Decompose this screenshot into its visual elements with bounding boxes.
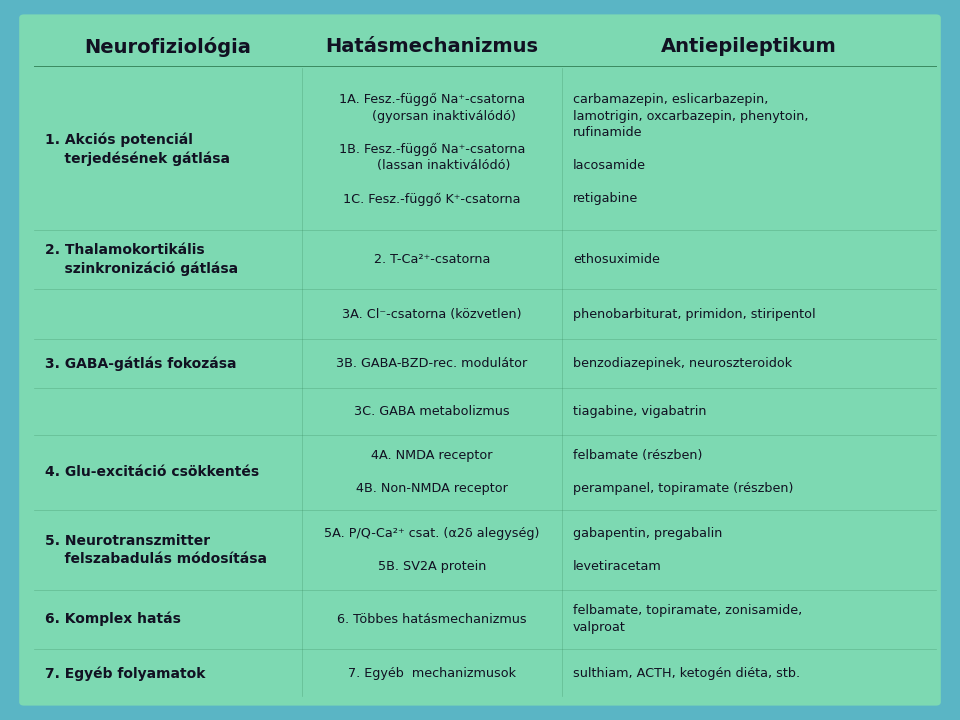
Text: 3B. GABA-BZD-rec. modulátor: 3B. GABA-BZD-rec. modulátor (336, 357, 528, 370)
Text: felbamate (részben)

perampanel, topiramate (részben): felbamate (részben) perampanel, topirama… (573, 449, 794, 495)
Text: 4A. NMDA receptor

4B. Non-NMDA receptor: 4A. NMDA receptor 4B. Non-NMDA receptor (356, 449, 508, 495)
FancyBboxPatch shape (19, 14, 941, 706)
Text: felbamate, topiramate, zonisamide,
valproat: felbamate, topiramate, zonisamide, valpr… (573, 605, 803, 634)
Text: sulthiam, ACTH, ketogén diéta, stb.: sulthiam, ACTH, ketogén diéta, stb. (573, 667, 801, 680)
Text: benzodiazepinek, neuroszteroidok: benzodiazepinek, neuroszteroidok (573, 357, 792, 370)
Text: 1. Akciós potenciál
    terjedésének gátlása: 1. Akciós potenciál terjedésének gátlása (45, 132, 230, 166)
Text: ethosuximide: ethosuximide (573, 253, 660, 266)
Text: phenobarbiturat, primidon, stiripentol: phenobarbiturat, primidon, stiripentol (573, 307, 816, 320)
Text: 3. GABA-gátlás fokozása: 3. GABA-gátlás fokozása (45, 356, 236, 371)
Text: 2. Thalamokortikális
    szinkronizáció gátlása: 2. Thalamokortikális szinkronizáció gátl… (45, 243, 238, 276)
Text: carbamazepin, eslicarbazepin,
lamotrigin, oxcarbazepin, phenytoin,
rufinamide

l: carbamazepin, eslicarbazepin, lamotrigin… (573, 93, 808, 205)
Text: 4. Glu-excitáció csökkentés: 4. Glu-excitáció csökkentés (45, 465, 259, 480)
Text: tiagabine, vigabatrin: tiagabine, vigabatrin (573, 405, 707, 418)
Text: Antiepileptikum: Antiepileptikum (660, 37, 837, 56)
Text: 2. T-Ca²⁺-csatorna: 2. T-Ca²⁺-csatorna (373, 253, 491, 266)
Text: 3A. Cl⁻-csatorna (közvetlen): 3A. Cl⁻-csatorna (közvetlen) (343, 307, 521, 320)
Text: 7. Egyéb  mechanizmusok: 7. Egyéb mechanizmusok (348, 667, 516, 680)
Text: 5A. P/Q-Ca²⁺ csat. (α2δ alegység)

5B. SV2A protein: 5A. P/Q-Ca²⁺ csat. (α2δ alegység) 5B. SV… (324, 527, 540, 573)
Text: 6. Többes hatásmechanizmus: 6. Többes hatásmechanizmus (337, 613, 527, 626)
Text: 3C. GABA metabolizmus: 3C. GABA metabolizmus (354, 405, 510, 418)
Text: Hatásmechanizmus: Hatásmechanizmus (325, 37, 539, 56)
Text: 5. Neurotranszmitter
    felszabadulás módosítása: 5. Neurotranszmitter felszabadulás módos… (45, 534, 267, 566)
Text: Neurofiziológia: Neurofiziológia (84, 37, 252, 57)
Text: gabapentin, pregabalin

levetiracetam: gabapentin, pregabalin levetiracetam (573, 527, 723, 573)
Text: 6. Komplex hatás: 6. Komplex hatás (45, 612, 181, 626)
Text: 1A. Fesz.-függő Na⁺-csatorna
      (gyorsan inaktiválódó)

1B. Fesz.-függő Na⁺-c: 1A. Fesz.-függő Na⁺-csatorna (gyorsan in… (339, 93, 525, 205)
Text: 7. Egyéb folyamatok: 7. Egyéb folyamatok (45, 667, 205, 681)
